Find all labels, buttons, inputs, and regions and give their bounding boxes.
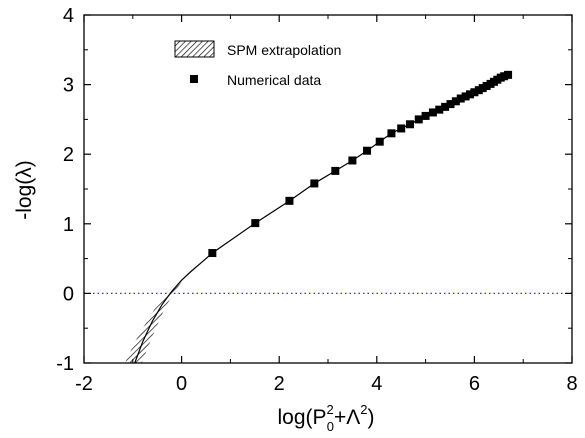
y-tick-label: 3 [63, 75, 74, 97]
data-point [208, 249, 217, 258]
axis-ticks: -2 0 2 4 6 8 -1 0 1 2 3 4 [56, 5, 577, 395]
y-tick-label: 0 [63, 283, 74, 305]
data-point [428, 108, 437, 117]
x-tick-label: 4 [371, 373, 382, 395]
data-point [397, 124, 406, 133]
fit-line-layer [134, 74, 509, 363]
fit-line [134, 74, 509, 363]
data-point [387, 129, 396, 138]
x-tick-label: 8 [566, 373, 577, 395]
data-point [435, 105, 444, 114]
data-point [466, 90, 475, 99]
data-point [470, 88, 479, 97]
legend-label-spm: SPM extrapolation [227, 42, 341, 58]
data-point [310, 179, 319, 188]
data-point [285, 196, 294, 205]
data-point [414, 115, 423, 124]
y-tick-label: 2 [63, 144, 74, 166]
data-point [348, 156, 357, 165]
y-tick-label: 1 [63, 214, 74, 236]
data-point [446, 100, 455, 109]
data-point [251, 219, 260, 228]
data-point [421, 111, 430, 120]
data-points-layer [208, 70, 513, 258]
x-axis-title: log(P2 0+Λ2) [277, 402, 374, 434]
data-point [461, 92, 470, 101]
data-point [456, 94, 465, 103]
spm-extrapolation-band [124, 276, 187, 363]
legend-marker-numerical [190, 75, 198, 83]
data-point [504, 70, 513, 79]
y-tick-label: -1 [56, 353, 74, 375]
data-point [451, 97, 460, 106]
legend: SPM extrapolation Numerical data [174, 40, 341, 88]
legend-label-numerical: Numerical data [227, 72, 321, 88]
data-point [405, 120, 414, 129]
data-point [375, 137, 384, 146]
x-tick-label: 2 [274, 373, 285, 395]
y-axis-title: -log(λ) [13, 160, 36, 220]
data-point [363, 146, 372, 155]
x-tick-label: -2 [75, 373, 93, 395]
x-tick-label: 6 [469, 373, 480, 395]
data-point [331, 166, 340, 175]
x-tick-label: 0 [176, 373, 187, 395]
legend-swatch-spm [174, 40, 215, 58]
data-point [441, 102, 450, 111]
y-tick-label: 4 [63, 5, 74, 27]
extrapolation-band-layer [124, 276, 187, 363]
